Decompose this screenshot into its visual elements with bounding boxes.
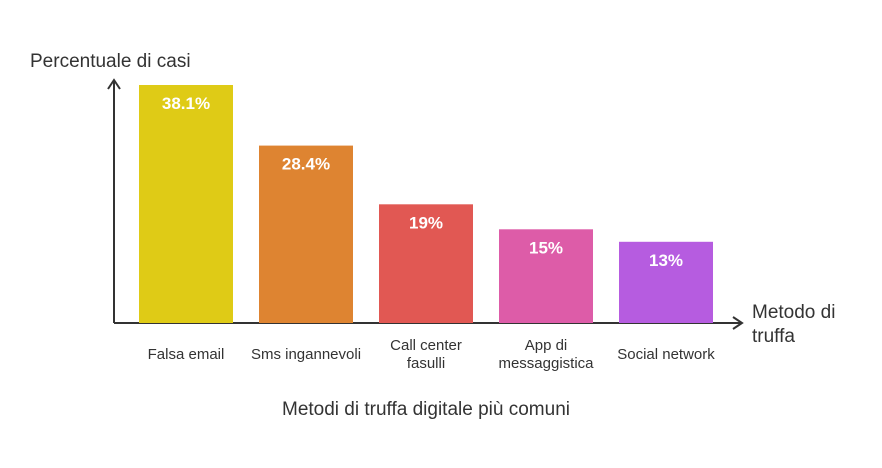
- bar-3: [499, 229, 593, 323]
- bar-0: [139, 85, 233, 323]
- category-label-1-line-0: Sms ingannevoli: [251, 346, 361, 363]
- x-axis-label: Metodo di truffa: [752, 302, 841, 347]
- category-label-2-line-1: fasulli: [407, 355, 445, 372]
- category-label-2-line-0: Call center: [390, 337, 462, 354]
- x-axis-label-line-2: truffa: [752, 326, 795, 347]
- category-label-3: App di messaggistica: [498, 337, 594, 372]
- value-label-0: 38.1%: [162, 94, 210, 113]
- chart-title: Metodi di truffa digitale più comuni: [282, 399, 570, 420]
- value-label-1: 28.4%: [282, 155, 330, 174]
- category-label-0: Falsa email: [148, 346, 225, 363]
- category-label-4: Social network: [617, 346, 715, 363]
- bar-2: [379, 204, 473, 323]
- bar-4: [619, 241, 713, 323]
- category-label-1: Sms ingannevoli: [251, 346, 361, 363]
- category-label-0-line-0: Falsa email: [148, 346, 225, 363]
- x-axis-arrow-icon: [732, 316, 744, 330]
- value-labels-group: 38.1% 28.4% 19% 15% 13%: [162, 94, 683, 270]
- x-axis-label-line-1: Metodo di: [752, 302, 835, 323]
- category-label-3-line-0: App di: [525, 337, 568, 354]
- category-label-4-line-0: Social network: [617, 346, 715, 363]
- bars-group: [139, 85, 713, 323]
- y-axis-label: Percentuale di casi: [30, 51, 191, 72]
- bar-1: [259, 145, 353, 323]
- category-label-2: Call center fasulli: [390, 337, 462, 372]
- value-label-2: 19%: [409, 213, 443, 232]
- category-label-3-line-1: messaggistica: [498, 355, 594, 372]
- y-axis-arrow-icon: [107, 78, 121, 90]
- value-label-4: 13%: [649, 251, 683, 270]
- value-label-3: 15%: [529, 238, 563, 257]
- category-labels-group: Falsa email Sms ingannevoli Call center fas…: [148, 337, 716, 372]
